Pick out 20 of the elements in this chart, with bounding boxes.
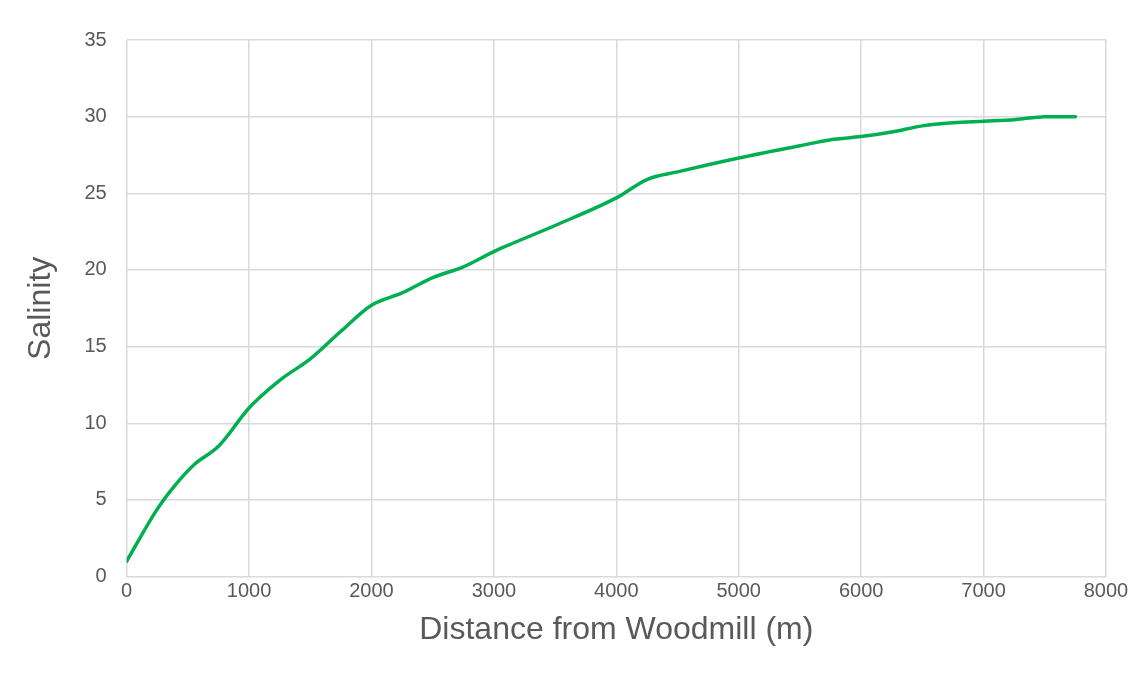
x-tick-label: 4000 [594, 579, 639, 602]
x-axis-title: Distance from Woodmill (m) [419, 609, 814, 646]
y-tick-label: 10 [84, 410, 107, 433]
x-tick-label: 1000 [226, 579, 272, 602]
y-tick-label: 25 [84, 180, 107, 203]
y-tick-label: 30 [84, 104, 107, 127]
x-tick-label: 5000 [716, 579, 761, 602]
x-tick-label: 8000 [1083, 579, 1129, 602]
x-tick-label: 0 [121, 579, 133, 602]
y-tick-label: 20 [84, 257, 107, 280]
y-tick-label: 0 [95, 564, 107, 587]
y-tick-label: 15 [84, 334, 107, 357]
y-tick-label: 35 [84, 27, 107, 50]
x-tick-label: 7000 [961, 579, 1006, 602]
x-tick-label: 3000 [471, 579, 517, 602]
y-axis-title: Salinity [21, 256, 58, 360]
y-tick-label: 5 [95, 487, 107, 510]
line-series [126, 114, 1078, 564]
x-tick-label: 2000 [349, 579, 394, 602]
x-tick-label: 6000 [838, 579, 884, 602]
